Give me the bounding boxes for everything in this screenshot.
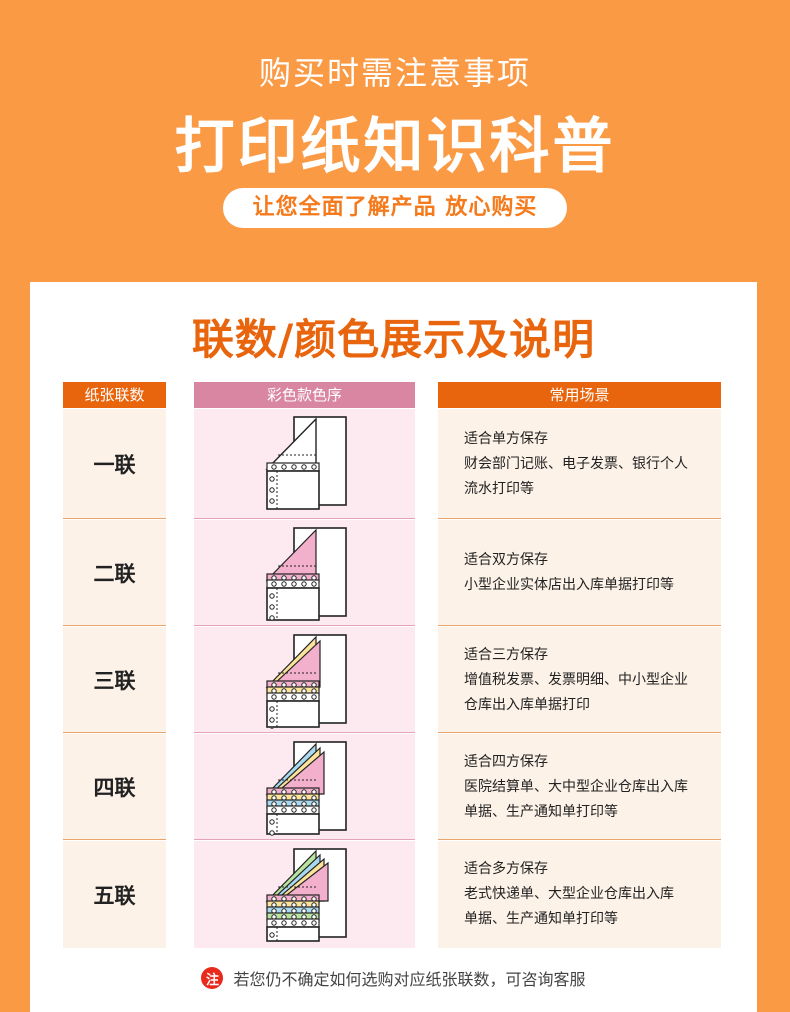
paper-stack-icon xyxy=(265,848,347,942)
row-divider xyxy=(194,839,415,840)
table-row: 一联 适合单方保存财会部门记账、电子发票、银行个人 流水打印等 xyxy=(30,409,757,519)
header-usage: 常用场景 xyxy=(438,382,721,408)
info-card: 联数/颜色展示及说明 纸张联数 彩色款色序 常用场景 一联 适合单方保存财会部门记… xyxy=(30,282,757,1012)
row-divider xyxy=(63,839,166,840)
row-divider xyxy=(438,625,721,626)
row-divider xyxy=(194,732,415,733)
row-divider xyxy=(63,625,166,626)
usage-line: 适合多方保存 xyxy=(464,861,548,877)
paper-color-illustration xyxy=(194,520,415,626)
row-divider xyxy=(63,732,166,733)
hero-tagline-pill: 让您全面了解产品 放心购买 xyxy=(223,188,567,228)
paper-stack-icon xyxy=(265,527,347,621)
card-title: 联数/颜色展示及说明 xyxy=(191,315,596,364)
table-row: 二联 适合双方保存小型企业实体店出入库单据打印等 xyxy=(30,520,757,626)
usage-line: 适合三方保存 xyxy=(464,646,548,663)
usage-line: 医院结算单、大中型企业仓库出入库 xyxy=(464,778,688,795)
usage-description: 适合单方保存财会部门记账、电子发票、银行个人 流水打印等 xyxy=(438,409,721,519)
ply-label: 二联 xyxy=(63,520,166,626)
ply-label: 一联 xyxy=(63,409,166,519)
paper-stack-icon xyxy=(265,416,347,510)
hero-title: 打印纸知识科普 xyxy=(174,112,616,182)
paper-color-illustration xyxy=(194,734,415,840)
header-ply-count: 纸张联数 xyxy=(63,382,166,408)
usage-line: 仓库出入库单据打印 xyxy=(464,696,590,713)
table-row: 三联 适合三方保存增值税发票、发票明细、中小型企业 仓库出入库单据打印 xyxy=(30,627,757,733)
paper-color-illustration xyxy=(194,409,415,519)
row-divider xyxy=(438,732,721,733)
table-row: 四联 适合四方保存医院结算单、大中型企业仓库出入库 单据、生产通知单打印等 xyxy=(30,734,757,840)
usage-description: 适合四方保存医院结算单、大中型企业仓库出入库 单据、生产通知单打印等 xyxy=(438,734,721,840)
row-divider xyxy=(438,518,721,519)
paper-color-illustration xyxy=(194,627,415,733)
row-divider xyxy=(194,518,415,519)
usage-line: 财会部门记账、电子发票、银行个人 xyxy=(464,455,688,472)
usage-description: 适合双方保存小型企业实体店出入库单据打印等 xyxy=(438,520,721,626)
usage-line: 单据、生产通知单打印等 xyxy=(464,911,618,927)
ply-label: 五联 xyxy=(63,841,166,948)
footnote: 注 若您仍不确定如何选购对应纸张联数，可咨询客服 xyxy=(30,966,757,990)
table-row: 五联 适合多方保存老式快递单、大型企业仓库出入库 单据、生产通知单打印等 xyxy=(30,841,757,948)
usage-line: 单据、生产通知单打印等 xyxy=(464,803,618,820)
paper-stack-icon xyxy=(265,634,347,729)
usage-line: 老式快递单、大型企业仓库出入库 xyxy=(464,886,674,902)
row-divider xyxy=(438,839,721,840)
row-divider xyxy=(63,518,166,519)
usage-description: 适合多方保存老式快递单、大型企业仓库出入库 单据、生产通知单打印等 xyxy=(438,841,721,948)
note-badge: 注 xyxy=(201,967,224,989)
paper-color-illustration xyxy=(194,841,415,948)
usage-line: 增值税发票、发票明细、中小型企业 xyxy=(464,671,688,688)
usage-line: 适合双方保存 xyxy=(464,552,548,568)
usage-line: 流水打印等 xyxy=(464,480,534,497)
hero-subtitle: 购买时需注意事项 xyxy=(258,54,531,92)
usage-line: 小型企业实体店出入库单据打印等 xyxy=(464,577,674,593)
usage-line: 适合四方保存 xyxy=(464,753,548,770)
row-divider xyxy=(194,625,415,626)
ply-label: 四联 xyxy=(63,734,166,840)
note-text: 若您仍不确定如何选购对应纸张联数，可咨询客服 xyxy=(233,970,586,989)
ply-label: 三联 xyxy=(63,627,166,733)
header-color-order: 彩色款色序 xyxy=(194,382,415,408)
usage-description: 适合三方保存增值税发票、发票明细、中小型企业 仓库出入库单据打印 xyxy=(438,627,721,733)
paper-stack-icon xyxy=(265,741,347,836)
usage-line: 适合单方保存 xyxy=(464,430,548,447)
